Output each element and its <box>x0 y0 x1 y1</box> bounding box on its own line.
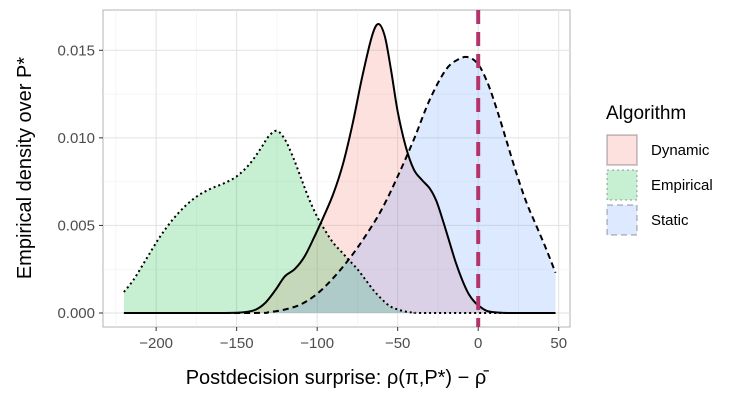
legend-item-empirical: Empirical <box>606 169 713 201</box>
y-tick-label: 0.010 <box>57 130 95 147</box>
lines <box>123 23 557 315</box>
x-tick-label: 50 <box>550 335 567 352</box>
legend-key-static <box>606 204 638 236</box>
y-tick-label: 0.015 <box>57 42 95 59</box>
legend-key-bg <box>606 204 638 236</box>
series-layer <box>123 23 557 315</box>
static-density-line <box>123 55 557 315</box>
static-density-area <box>123 56 556 314</box>
x-tick-label: −50 <box>385 335 410 352</box>
legend-item-dynamic: Dynamic <box>606 134 710 166</box>
legend-label-empirical: Empirical <box>651 177 713 194</box>
legend-key-empirical <box>606 169 638 201</box>
areas <box>123 24 556 314</box>
dynamic-density-line <box>123 23 556 315</box>
dynamic-density-area <box>123 24 556 314</box>
legend-title: Algorithm <box>606 103 686 124</box>
legend-item-static: Static <box>606 204 689 236</box>
empirical-density-area <box>123 130 556 314</box>
y-axis-title: Empirical density over P* <box>14 57 36 280</box>
x-tick-label: −100 <box>300 335 334 352</box>
x-tick-label: 0 <box>474 335 482 352</box>
legend-key-dynamic <box>606 134 638 166</box>
x-tick-label: −150 <box>220 335 254 352</box>
x-tick-label: −200 <box>139 335 173 352</box>
y-tick-label: 0.005 <box>57 217 95 234</box>
legend-label-dynamic: Dynamic <box>651 142 710 159</box>
x-axis-title: Postdecision surprise: ρ(π,P*) − ρ̄ <box>186 367 490 389</box>
legend-label-static: Static <box>651 212 689 229</box>
y-tick-label: 0.000 <box>57 305 95 322</box>
legend: Algorithm Dynamic Empirical Static <box>606 103 713 236</box>
ticks-layer: −200 −150 −100 −50 0 50 0.000 0.005 0.010 0.015 <box>57 42 567 352</box>
legend-key-bg <box>606 134 638 166</box>
legend-key-bg <box>606 169 638 201</box>
